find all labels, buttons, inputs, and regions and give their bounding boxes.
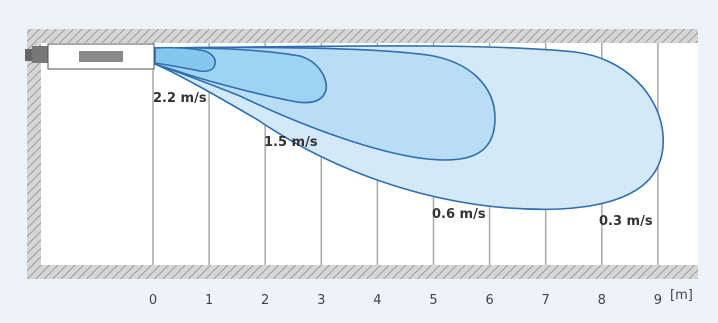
x-tick-label: 1 bbox=[205, 293, 213, 308]
x-tick-label: 7 bbox=[542, 293, 550, 308]
x-axis-ticks: 0 1 2 3 4 5 6 7 8 9 bbox=[149, 293, 662, 308]
floor-hatch bbox=[27, 265, 698, 279]
x-tick-label: 6 bbox=[485, 293, 493, 308]
x-tick-label: 5 bbox=[429, 293, 437, 308]
x-axis-unit: [m] bbox=[670, 288, 693, 303]
velocity-label-0.3: 0.3 m/s bbox=[599, 214, 653, 229]
x-tick-label: 0 bbox=[149, 293, 157, 308]
velocity-label-0.6: 0.6 m/s bbox=[432, 207, 486, 222]
x-tick-label: 9 bbox=[654, 293, 662, 308]
x-tick-label: 3 bbox=[317, 293, 325, 308]
velocity-label-2.2: 2.2 m/s bbox=[153, 91, 207, 106]
outlet-grille bbox=[79, 51, 123, 62]
wall-hatch bbox=[27, 43, 41, 265]
ceiling-hatch bbox=[27, 29, 698, 43]
x-tick-label: 4 bbox=[373, 293, 381, 308]
zone-2.2-ms bbox=[154, 46, 216, 73]
throw-zones bbox=[154, 45, 664, 211]
x-tick-label: 2 bbox=[261, 293, 269, 308]
nozzle-stub bbox=[25, 49, 32, 61]
nozzle-body bbox=[32, 46, 48, 63]
velocity-label-1.5: 1.5 m/s bbox=[264, 135, 318, 150]
x-tick-label: 8 bbox=[598, 293, 606, 308]
